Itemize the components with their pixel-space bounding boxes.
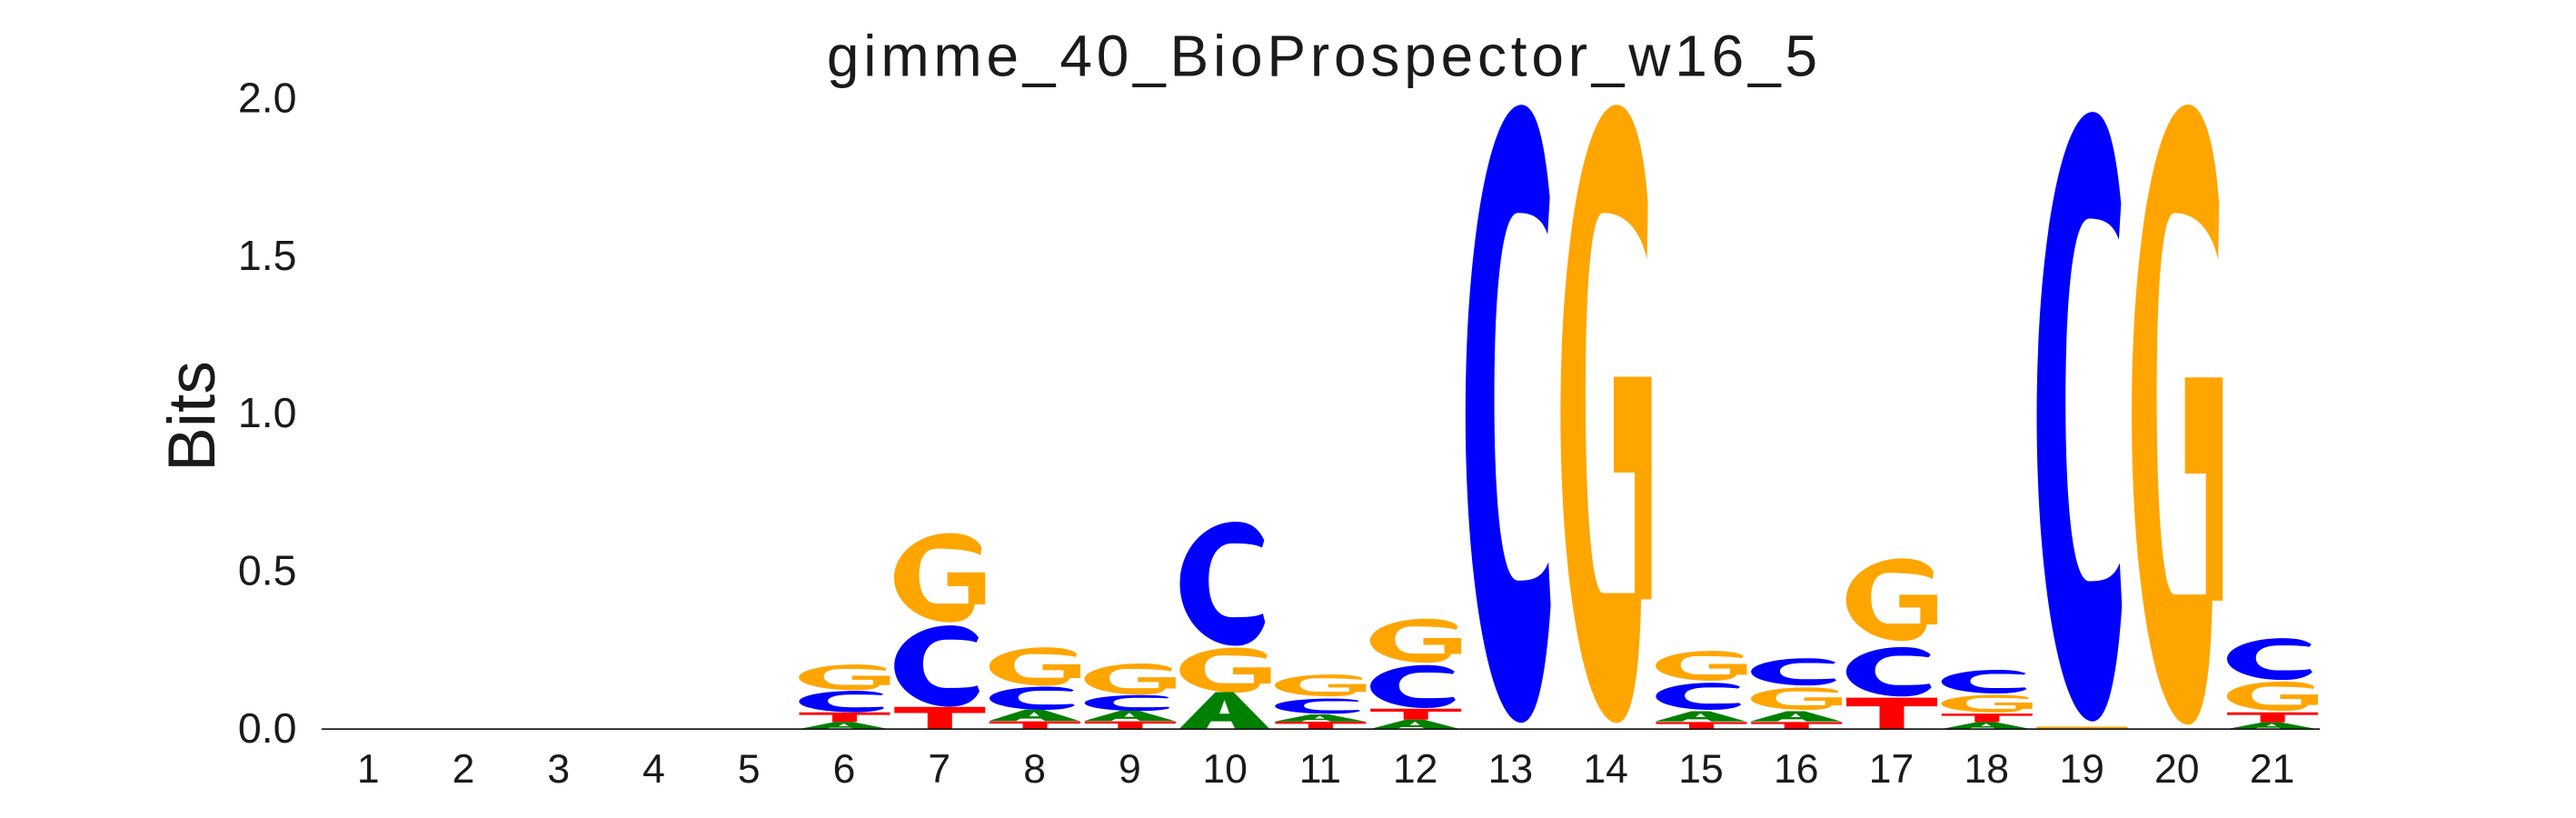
svg-text:0.0: 0.0	[238, 704, 297, 752]
svg-text:4: 4	[642, 747, 665, 792]
svg-text:gimme_40_BioProspector_w16_5: gimme_40_BioProspector_w16_5	[827, 23, 1822, 88]
svg-text:11: 11	[1299, 747, 1341, 792]
svg-text:1.0: 1.0	[238, 389, 297, 436]
svg-text:10: 10	[1202, 747, 1248, 792]
svg-text:3: 3	[547, 747, 570, 792]
svg-text:21: 21	[2250, 747, 2295, 792]
svg-text:1: 1	[357, 747, 380, 792]
svg-text:0.5: 0.5	[238, 547, 297, 594]
svg-text:8: 8	[1023, 747, 1046, 792]
svg-text:19: 19	[2059, 747, 2104, 792]
svg-text:6: 6	[833, 747, 856, 792]
svg-text:2: 2	[453, 747, 475, 792]
svg-text:Bits: Bits	[155, 361, 229, 472]
svg-text:9: 9	[1119, 747, 1141, 792]
svg-text:15: 15	[1678, 747, 1724, 792]
svg-text:2.0: 2.0	[238, 75, 297, 122]
svg-text:17: 17	[1869, 747, 1915, 792]
svg-text:1.5: 1.5	[238, 232, 297, 279]
svg-text:7: 7	[928, 747, 950, 792]
svg-text:20: 20	[2154, 747, 2200, 792]
svg-text:13: 13	[1488, 747, 1534, 792]
svg-text:14: 14	[1583, 747, 1628, 792]
svg-text:18: 18	[1964, 747, 2010, 792]
svg-text:12: 12	[1393, 747, 1438, 792]
svg-text:5: 5	[738, 747, 761, 792]
svg-text:16: 16	[1774, 747, 1819, 792]
